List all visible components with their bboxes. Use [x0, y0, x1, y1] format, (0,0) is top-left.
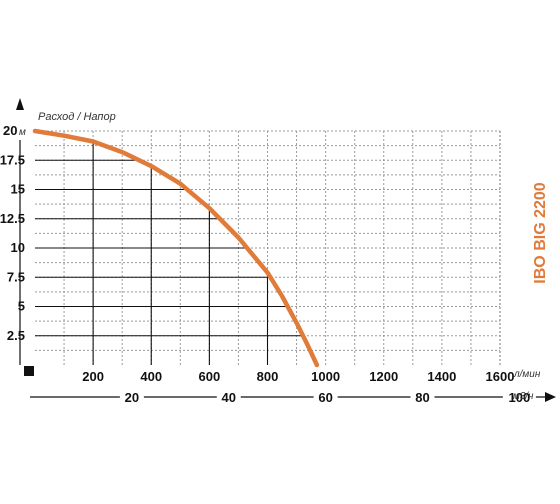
x-tick-label: 200 — [82, 369, 104, 384]
secondary-x-axis-unit: м3/ч — [513, 391, 533, 402]
x-tick-label: 400 — [140, 369, 162, 384]
secondary-tick-bg — [410, 388, 435, 404]
y-tick-label: 17.5 — [0, 152, 25, 167]
secondary-x-axis-arrow — [545, 392, 556, 402]
x-tick-label: 1000 — [311, 369, 340, 384]
x-axis-unit: л/мин — [513, 369, 541, 380]
secondary-tick-bg — [502, 388, 536, 404]
y-tick-label: 10 — [11, 240, 25, 255]
y-tick-labels: 2.5 5 7.5 10 12.5 15 17.5 20 — [0, 123, 25, 343]
secondary-tick-bg — [216, 388, 241, 404]
performance-curve-layer — [32, 128, 320, 368]
x-tick-label: 1400 — [427, 369, 456, 384]
y-tick-label: 20 — [3, 123, 17, 138]
y-axis-arrow — [16, 98, 24, 110]
axes — [16, 98, 34, 376]
x-tick-label: 1600 — [486, 369, 515, 384]
y-tick-label: 12.5 — [0, 211, 25, 226]
secondary-x-axis: 20 40 60 80 100 — [30, 388, 556, 405]
secondary-tick-bg — [119, 388, 144, 404]
origin-marker — [24, 366, 34, 376]
y-tick-label: 15 — [11, 182, 25, 197]
y-tick-label: 2.5 — [7, 328, 25, 343]
secondary-x-tick-label: 20 — [125, 390, 139, 405]
performance-curve — [32, 128, 320, 368]
secondary-x-tick-label: 40 — [222, 390, 236, 405]
model-label: IBO BIG 2200 — [532, 182, 549, 283]
y-axis-label: Расход / Напор — [38, 111, 116, 123]
y-tick-label: 5 — [18, 299, 25, 314]
secondary-x-tick-label: 60 — [318, 390, 332, 405]
secondary-x-tick-label: 100 — [509, 390, 531, 405]
secondary-tick-bg — [313, 388, 338, 404]
secondary-x-tick-label: 80 — [415, 390, 429, 405]
x-tick-label: 600 — [199, 369, 221, 384]
y-tick-label: 7.5 — [7, 269, 25, 284]
solid-guide-lines — [35, 141, 303, 365]
x-tick-label: 800 — [257, 369, 279, 384]
y-axis-unit: м — [19, 127, 26, 138]
x-tick-label: 1200 — [369, 369, 398, 384]
x-tick-labels: 200 400 600 800 1000 1200 1400 1600 — [82, 369, 514, 384]
